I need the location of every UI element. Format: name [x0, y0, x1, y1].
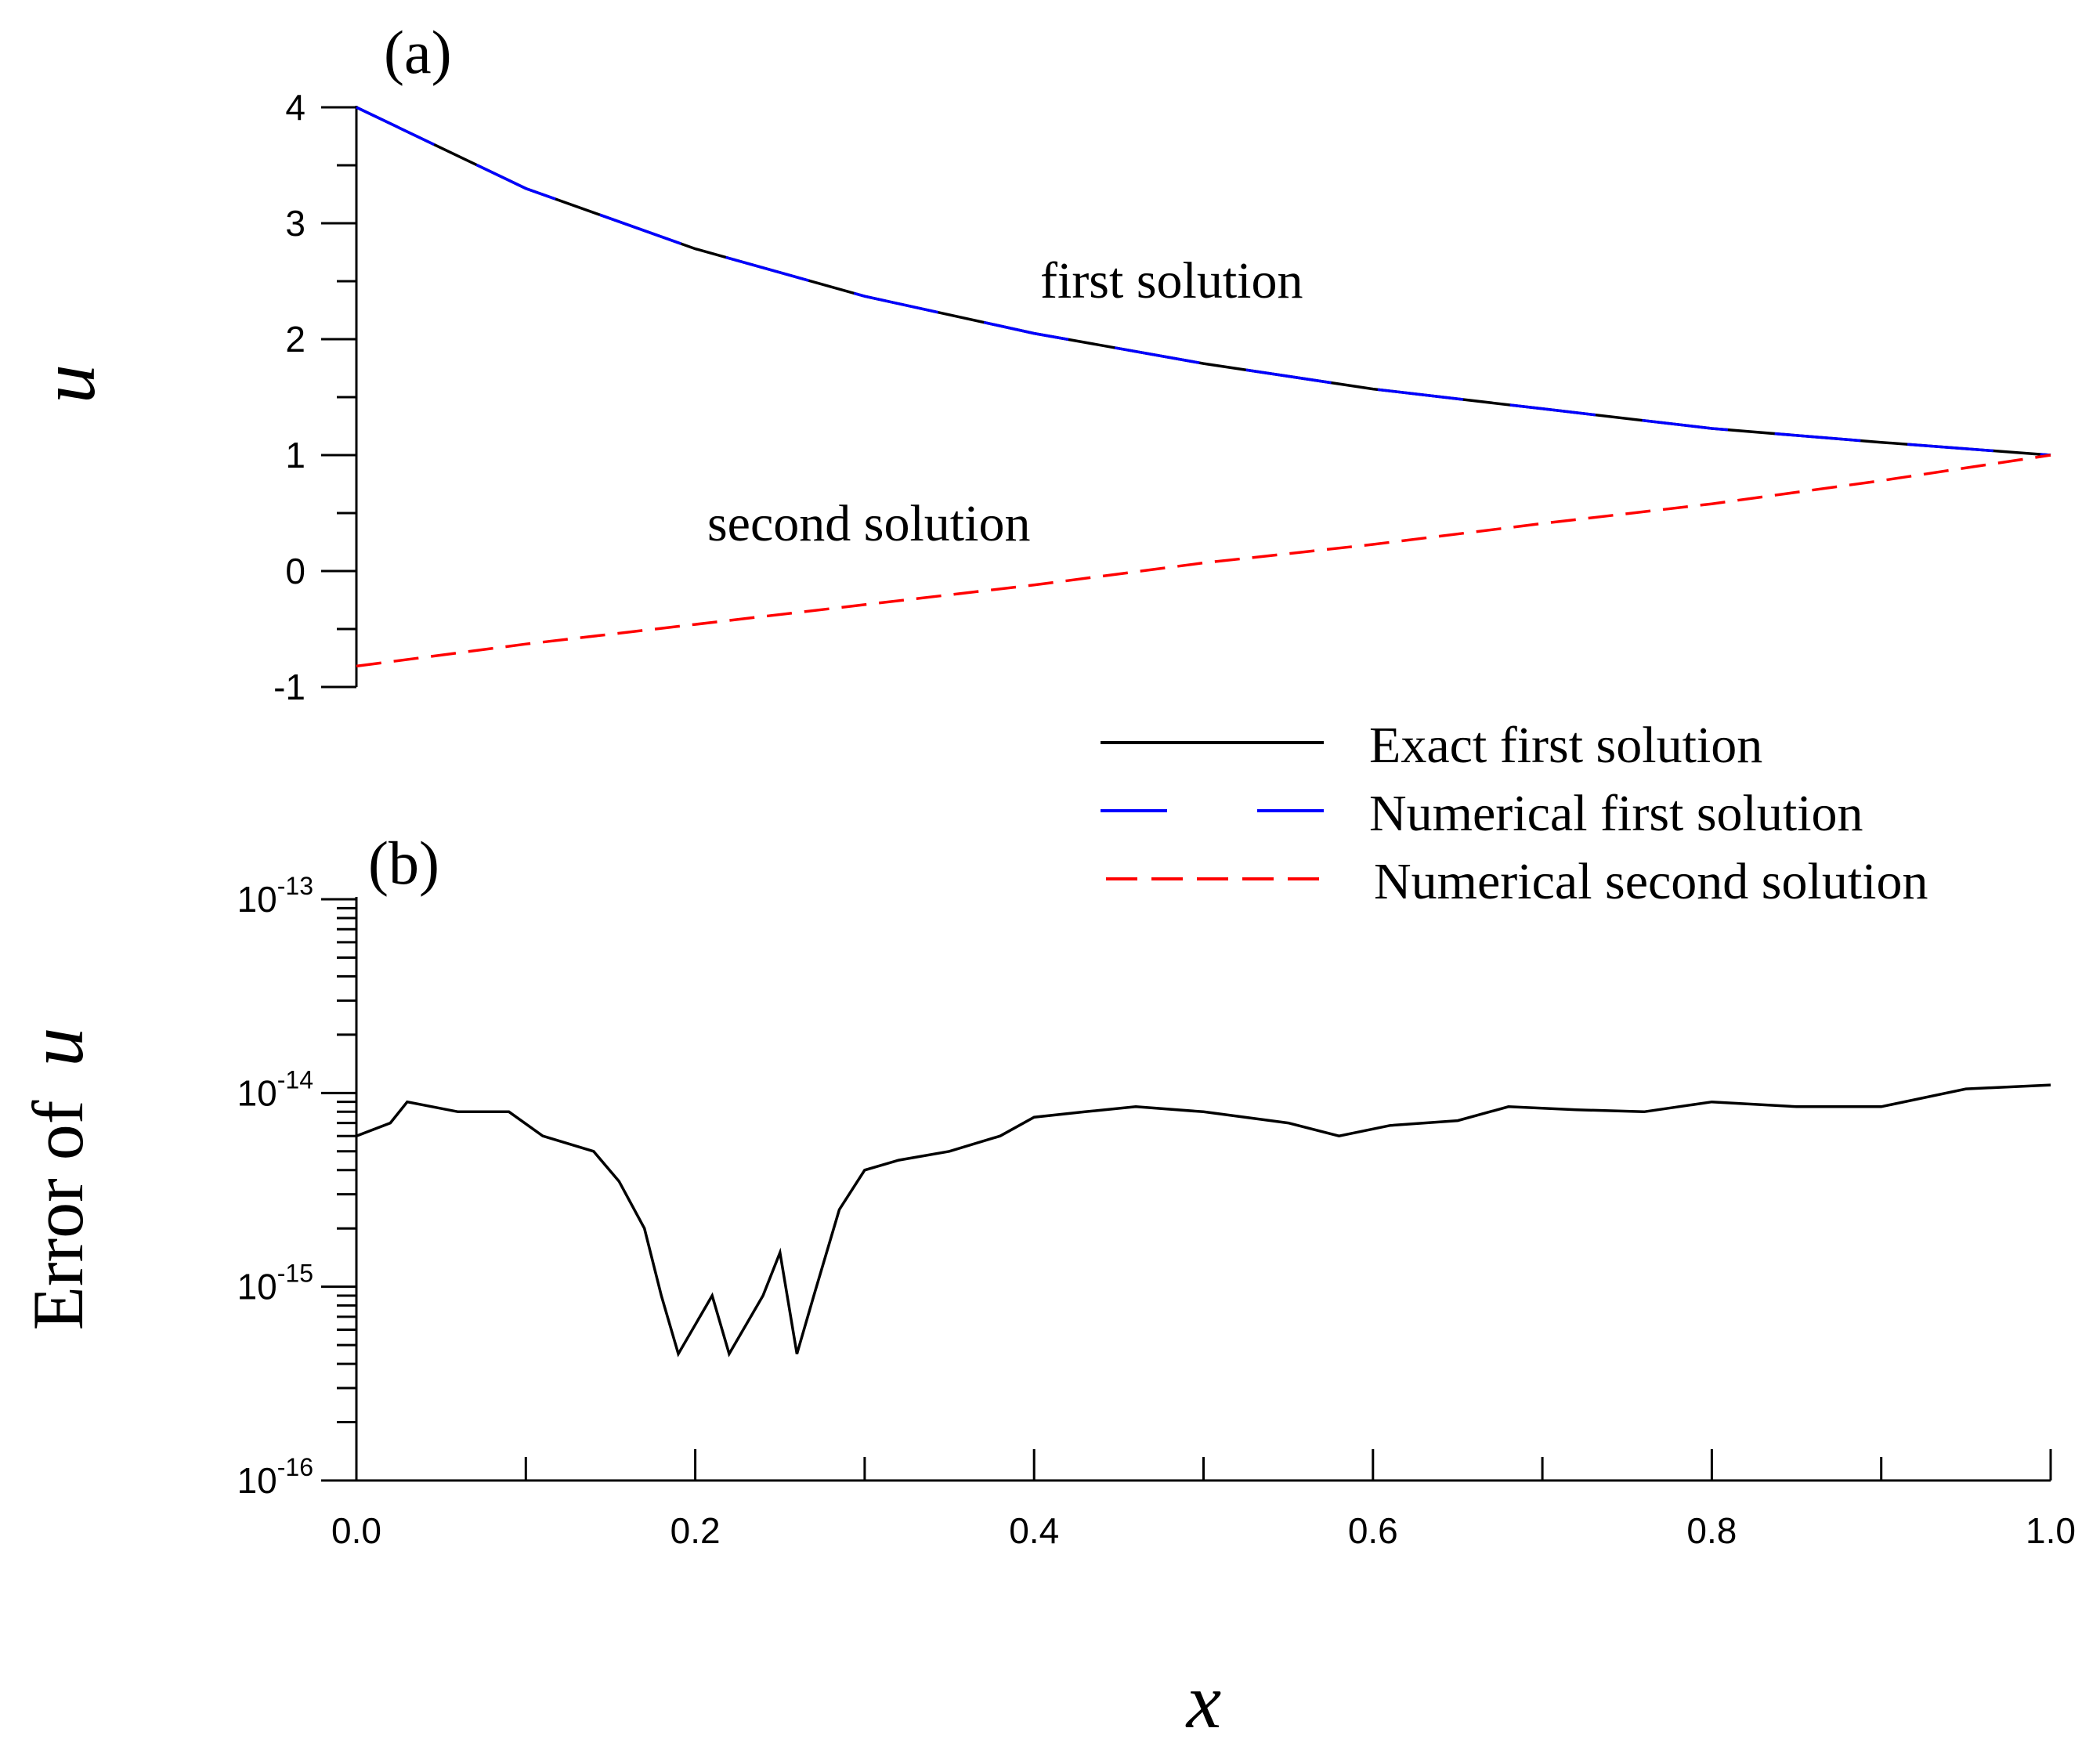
- panel-a-y-tick-label: 1: [285, 435, 305, 475]
- panel-b-y-tick-label: 10-15: [237, 1260, 313, 1307]
- legend-label-exact-first: Exact first solution: [1369, 717, 1762, 774]
- panel-a-y-tick-label: 0: [285, 551, 305, 591]
- panel-b-y-axis-label-prefix: Error of: [18, 1100, 98, 1330]
- legend-label-numerical-first: Numerical first solution: [1369, 785, 1863, 842]
- panel-b-y-ticks: 10-16 10-15 10-14 10-13: [237, 872, 356, 1501]
- x-tick-label: 0.6: [1348, 1510, 1398, 1551]
- x-tick-label: 0.0: [331, 1510, 381, 1551]
- x-tick-label: 0.4: [1009, 1510, 1059, 1551]
- legend: Exact first solution Numerical first sol…: [1101, 717, 1928, 910]
- panel-b-y-axis-label-text: Error of u: [13, 1028, 99, 1331]
- panel-b-series: [356, 1083, 2051, 1358]
- x-axis-label: x: [1185, 1658, 1221, 1744]
- annotation-first-solution: first solution: [1040, 252, 1303, 309]
- panel-b-y-axis-label-var: u: [13, 1028, 99, 1067]
- panel-a-y-tick-label: -1: [273, 667, 305, 707]
- panel-b-y-axis-label: Error of u: [13, 1028, 99, 1331]
- annotation-second-solution: second solution: [707, 495, 1030, 552]
- panel-b-x-ticks: 0.0 0.2 0.4 0.6 0.8 1.0: [331, 1449, 2076, 1551]
- panel-a: (a) -1 0 1 2 3 4 u first solution second solu…: [24, 18, 2051, 707]
- panel-b-y-tick-label: 10-14: [237, 1065, 313, 1113]
- panel-a-series: [356, 106, 2051, 668]
- panel-b-label: (b): [368, 829, 439, 897]
- panel-b-y-tick-label: 10-13: [237, 872, 313, 920]
- series-numerical-first-solution: [356, 106, 2051, 457]
- panel-a-label: (a): [384, 18, 452, 86]
- panel-a-y-ticks: -1 0 1 2 3 4: [273, 87, 356, 707]
- x-tick-label: 0.2: [670, 1510, 721, 1551]
- x-tick-label: 1.0: [2026, 1510, 2076, 1551]
- panel-a-y-axis-label: u: [24, 364, 111, 403]
- panel-a-y-tick-label: 2: [285, 319, 305, 360]
- panel-b-y-tick-label: 10-16: [237, 1453, 313, 1501]
- panel-a-y-tick-label: 3: [285, 203, 305, 244]
- series-error-of-u: [356, 1083, 2051, 1358]
- panel-a-y-tick-label: 4: [285, 87, 305, 128]
- series-numerical-second-solution: [356, 454, 2051, 668]
- x-tick-label: 0.8: [1686, 1510, 1737, 1551]
- legend-label-numerical-second: Numerical second solution: [1374, 853, 1928, 910]
- panel-b: (b) 10-16 10-15 10-14 10-13 0.0 0.2 0.4 0.6 0.8…: [13, 829, 2076, 1744]
